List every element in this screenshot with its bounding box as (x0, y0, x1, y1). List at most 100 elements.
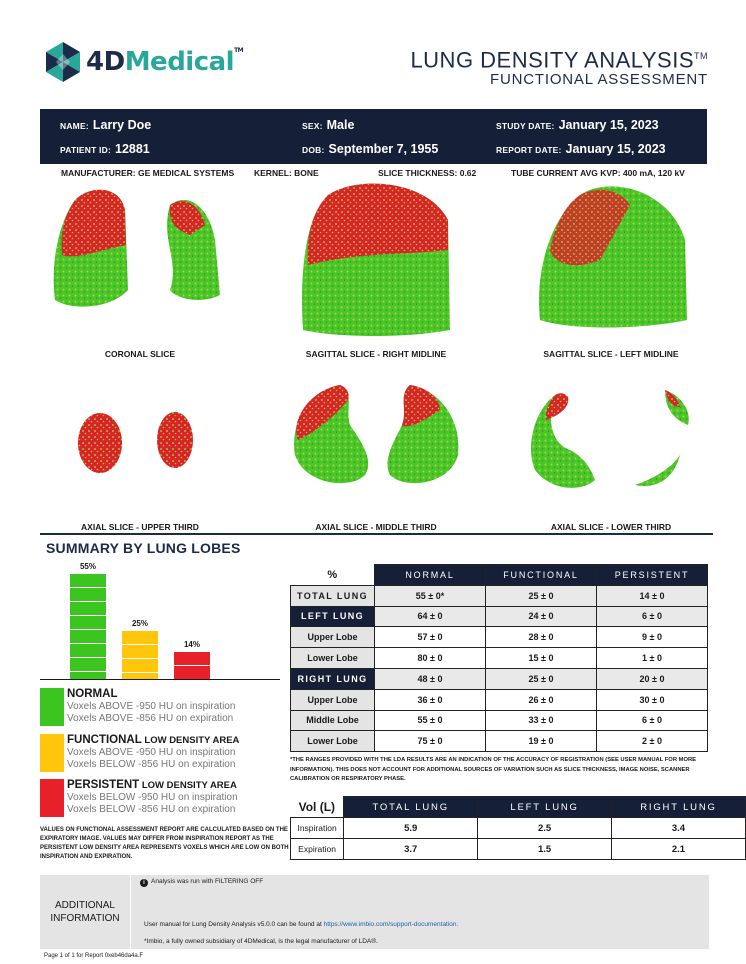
logo-trademark: TM (234, 47, 244, 54)
company-logo: 4DMedicalTM (44, 42, 244, 82)
report-date: January 15, 2023 (565, 142, 666, 156)
table-row: Lower Lobe 75 ± 0 19 ± 0 2 ± 0 (290, 730, 708, 753)
cell-value: 15 ± 0 (485, 647, 597, 669)
patient-id-field: PATIENT ID: 12881 (60, 142, 150, 156)
legend-normal-line1: Voxels ABOVE -950 HU on inspiration (67, 701, 236, 712)
cell-value: 28 ± 0 (485, 626, 597, 649)
cell-value: 2 ± 0 (596, 730, 708, 753)
cell-value: 48 ± 0 (374, 667, 486, 690)
axial-upper-slice-image (78, 412, 193, 473)
cell-value: 2.5 (477, 817, 612, 839)
manual-link[interactable]: https://www.imbio.com/support-documentat… (323, 921, 459, 928)
additional-info-label-line2: INFORMATION (50, 913, 120, 924)
slice-caption-axial-upper: AXIAL SLICE - UPPER THIRD (81, 522, 199, 532)
cell-value: 5.9 (343, 817, 479, 839)
cell-value: 57 ± 0 (374, 626, 486, 649)
table-row: Lower Lobe 80 ± 0 15 ± 0 1 ± 0 (290, 647, 708, 669)
section-divider (40, 533, 713, 535)
info-icon: i (140, 879, 148, 887)
logo-text-4d: 4D (86, 47, 125, 77)
kernel-info: KERNEL: BONE (254, 168, 319, 178)
row-label: Lower Lobe (290, 647, 375, 669)
slice-caption-sagittal-left: SAGITTAL SLICE - LEFT MIDLINE (543, 349, 679, 359)
report-date-field: REPORT DATE: January 15, 2023 (496, 142, 666, 156)
study-date-label: STUDY DATE: (496, 121, 555, 131)
axial-lower-slice-image (531, 390, 689, 488)
filtering-text: Analysis was run with FILTERING OFF (151, 878, 264, 885)
patient-info-bar: NAME: Larry Doe SEX: Male STUDY DATE: Ja… (40, 109, 707, 164)
patient-sex-field: SEX: Male (302, 118, 354, 132)
patient-name-label: NAME: (60, 121, 89, 131)
slice-thickness-value: 0.62 (459, 168, 477, 178)
cell-value: 3.7 (343, 838, 479, 860)
patient-id-label: PATIENT ID: (60, 145, 111, 155)
legend-normal-line2: Voxels ABOVE -856 HU on expiration (67, 713, 234, 724)
patient-name-field: NAME: Larry Doe (60, 118, 151, 132)
legend-functional-subtitle: LOW DENSITY AREA (141, 735, 240, 746)
additional-info-label-line1: ADDITIONAL (54, 900, 115, 911)
cell-value: 6 ± 0 (596, 605, 708, 628)
additional-info-divider (130, 875, 131, 949)
accuracy-note: *THE RANGES PROVIDED WITH THE LDA RESULT… (290, 757, 697, 782)
volume-table-corner: Vol (L) (290, 796, 344, 818)
sagittal-right-slice-image (302, 183, 450, 336)
table-row: Inspiration 5.9 2.5 3.4 (289, 817, 746, 839)
cell-value: 30 ± 0 (596, 688, 708, 711)
cell-value: 25 ± 0 (485, 584, 597, 607)
kernel-value: BONE (294, 168, 319, 178)
legend-normal-title: NORMAL (67, 688, 118, 700)
legend-persistent-subtitle: LOW DENSITY AREA (139, 780, 237, 791)
row-label: RIGHT LUNG (290, 667, 375, 690)
additional-info-label: ADDITIONAL INFORMATION (40, 875, 130, 949)
legend-functional-line1: Voxels ABOVE -950 HU on inspiration (67, 747, 236, 758)
functional-assessment-note: VALUES ON FUNCTIONAL ASSESSMENT REPORT A… (40, 827, 289, 860)
tube-current-label: TUBE CURRENT AVG KVP: (511, 168, 621, 178)
lobe-summary-table: % NORMAL FUNCTIONAL PERSISTENT TOTAL LUN… (290, 564, 708, 753)
legend-functional-swatch (40, 734, 64, 772)
summary-col-normal: NORMAL (374, 564, 486, 586)
cell-value: 64 ± 0 (374, 605, 486, 628)
study-date: January 15, 2023 (558, 118, 659, 132)
kernel-label: KERNEL: (254, 168, 292, 178)
coronal-slice-image (53, 189, 220, 307)
cell-value: 19 ± 0 (485, 730, 597, 753)
table-row: Expiration 3.7 1.5 2.1 (289, 838, 746, 860)
cell-value: 1.5 (477, 838, 612, 860)
manufacturer-info: MANUFACTURER: GE MEDICAL SYSTEMS (61, 168, 234, 178)
row-label: Middle Lobe (290, 709, 375, 732)
row-label: Upper Lobe (290, 626, 375, 649)
row-label: LEFT LUNG (290, 605, 375, 628)
cell-value: 20 ± 0 (596, 667, 708, 690)
chart-bar-label: 25% (131, 619, 148, 628)
table-row: Middle Lobe 55 ± 0 33 ± 0 6 ± 0 (290, 709, 708, 732)
cell-value: 3.4 (610, 817, 746, 839)
manufacturer-value: GE MEDICAL SYSTEMS (137, 168, 235, 178)
volume-col-right: RIGHT LUNG (610, 796, 746, 818)
table-row: TOTAL LUNG 55 ± 0* 25 ± 0 14 ± 0 (290, 584, 708, 607)
slice-caption-axial-middle: AXIAL SLICE - MIDDLE THIRD (315, 522, 437, 532)
row-label: Expiration (289, 838, 345, 860)
slice-caption-sagittal-right: SAGITTAL SLICE - RIGHT MIDLINE (305, 349, 447, 359)
cell-value: 24 ± 0 (485, 605, 597, 628)
axial-middle-slice-image (294, 385, 459, 484)
legend-functional-title: FUNCTIONAL (67, 734, 142, 746)
cell-value: 25 ± 0 (485, 667, 597, 690)
chart-bar-label: 14% (183, 640, 200, 649)
chart-bar-normal (70, 574, 106, 679)
patient-id: 12881 (115, 142, 150, 156)
legend-persistent: PERSISTENT LOW DENSITY AREA Voxels BELOW… (40, 779, 238, 817)
cell-value: 80 ± 0 (374, 647, 486, 669)
slice-thickness-info: SLICE THICKNESS: 0.62 (378, 168, 476, 178)
row-label: Inspiration (289, 817, 345, 839)
logo-text-medical: Medical (124, 47, 235, 77)
cell-value: 9 ± 0 (596, 626, 708, 649)
legal-manufacturer-text: *Imbio, a fully owned subsidiary of 4DMe… (144, 938, 378, 945)
row-label: Upper Lobe (290, 688, 375, 711)
patient-sex: Male (326, 118, 355, 132)
slice-caption-axial-lower: AXIAL SLICE - LOWER THIRD (550, 522, 672, 532)
chart-bar-functional (122, 631, 158, 679)
table-row: Upper Lobe 36 ± 0 26 ± 0 30 ± 0 (290, 688, 708, 711)
logo-mark-icon (46, 42, 80, 82)
cell-value: 6 ± 0 (596, 709, 708, 732)
title-trademark: TM (694, 51, 708, 61)
